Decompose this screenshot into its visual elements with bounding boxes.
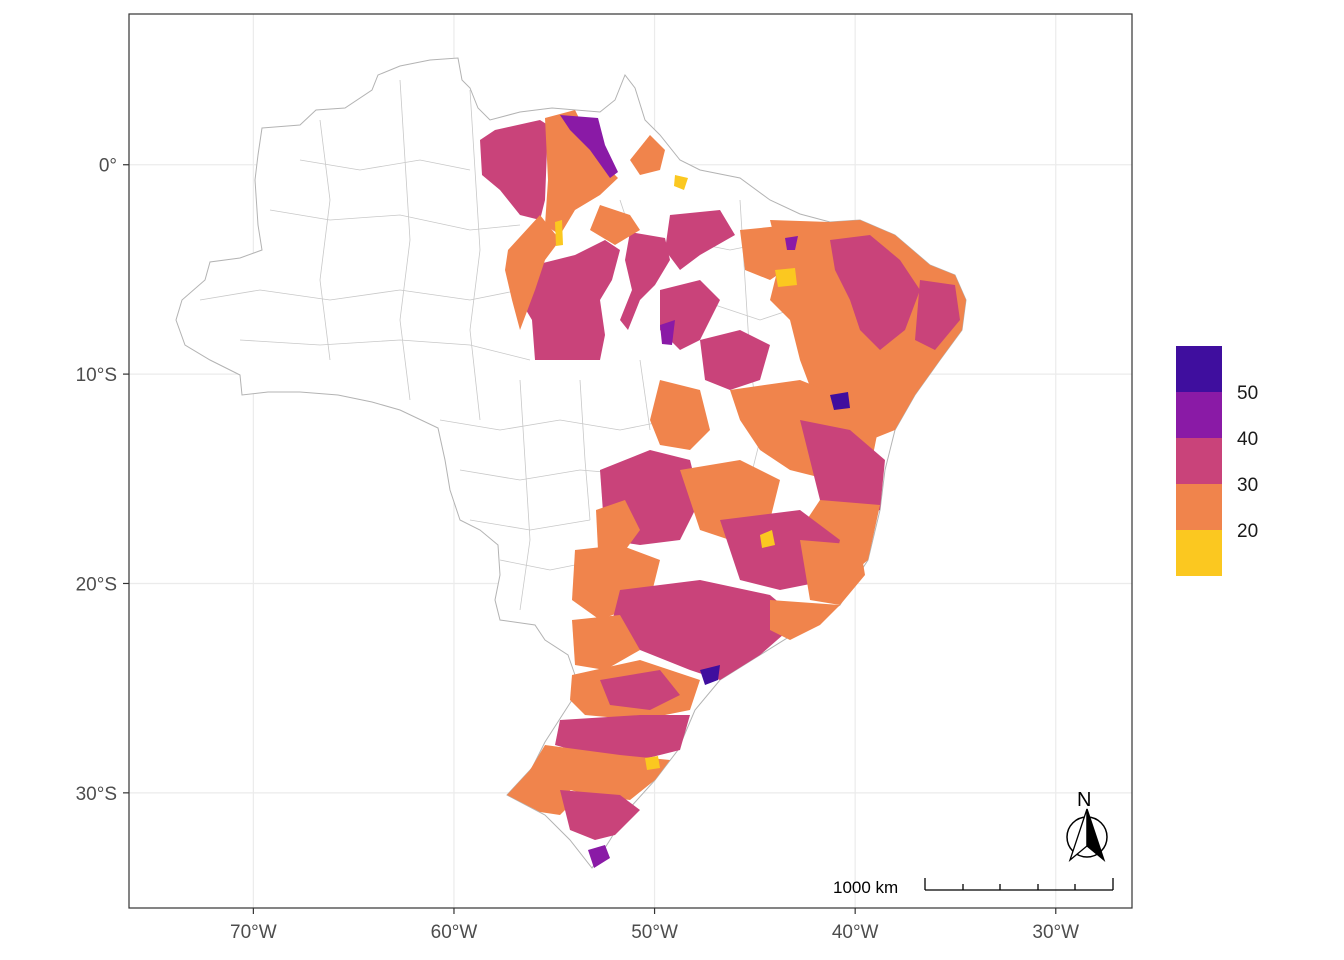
north-arrow-right-half-icon <box>1086 808 1106 862</box>
region-rs-south <box>588 845 610 868</box>
legend: 50 40 30 20 <box>1176 346 1258 576</box>
internal-boundaries <box>199 79 821 611</box>
region-ma-purple <box>785 236 798 250</box>
region-ne-yellow-2 <box>674 175 688 190</box>
legend-break-label: 40 <box>1237 429 1258 450</box>
region-amapa-north <box>560 115 618 178</box>
region-para-yellow <box>555 220 563 246</box>
legend-color-step <box>1176 438 1222 484</box>
region-para-east-1 <box>590 205 640 245</box>
x-tick-label: 70°W <box>230 922 277 943</box>
region-bahia-center <box>800 420 885 520</box>
legend-color-step <box>1176 484 1222 530</box>
region-tocantins-east <box>650 380 710 450</box>
region-rs-yellow <box>645 756 660 770</box>
region-amapa-west <box>545 110 618 235</box>
region-santa-catarina <box>555 715 690 760</box>
region-rio <box>770 600 840 640</box>
region-sao-paulo <box>610 580 800 680</box>
region-rs-center <box>560 790 640 840</box>
legend-break-label: 20 <box>1237 521 1258 542</box>
region-ba-dark <box>830 392 850 410</box>
region-para-west <box>505 215 560 330</box>
scale-bar: 1000 km <box>833 878 1114 897</box>
region-ne-yellow-1 <box>775 268 797 287</box>
legend-color-step <box>1176 530 1222 576</box>
region-parana-purple <box>600 670 680 710</box>
region-northeast-east <box>915 280 960 350</box>
x-tick-label: 30°W <box>1032 922 1079 943</box>
legend-color-step <box>1176 392 1222 438</box>
y-axis: 0° 10°S 20°S 30°S <box>76 156 129 805</box>
region-para-east-2 <box>665 210 735 270</box>
region-northeast-purple-band <box>830 235 920 350</box>
legend-break-label: 50 <box>1237 383 1258 404</box>
choropleth-regions <box>480 110 966 868</box>
region-piaui <box>700 330 770 390</box>
scale-bar-label: 1000 km <box>833 878 898 897</box>
panel-border <box>128 13 1133 909</box>
region-rs-west <box>507 768 575 815</box>
region-para-large <box>520 240 620 360</box>
region-pa-purple <box>660 320 675 345</box>
region-goias-west <box>596 500 640 560</box>
y-tick-label: 30°S <box>76 784 117 805</box>
y-tick-label: 0° <box>99 156 117 177</box>
x-tick-label: 50°W <box>631 922 678 943</box>
legend-break-label: 30 <box>1237 475 1258 496</box>
y-tick-label: 20°S <box>76 574 117 595</box>
north-arrow: N <box>1066 789 1108 862</box>
y-tick-label: 10°S <box>76 365 117 386</box>
region-para-east-3 <box>630 135 665 175</box>
region-sao-paulo-west <box>572 615 640 670</box>
x-axis: 70°W 60°W 50°W 40°W 30°W <box>230 908 1079 943</box>
legend-color-step <box>1176 346 1222 392</box>
region-minas-east <box>800 540 865 605</box>
region-para-central <box>620 232 670 330</box>
north-arrow-label: N <box>1077 789 1091 811</box>
region-roraima-east <box>480 120 548 220</box>
x-tick-label: 40°W <box>832 922 879 943</box>
region-sp-coast-dark <box>700 665 720 685</box>
region-maranhao-1 <box>660 280 720 350</box>
region-se-yellow <box>760 530 775 548</box>
x-tick-label: 60°W <box>431 922 478 943</box>
